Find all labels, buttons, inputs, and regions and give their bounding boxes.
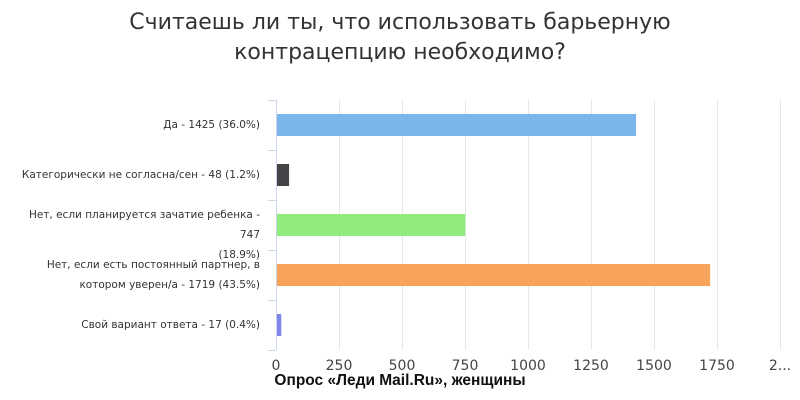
x-tick-label: 1250 bbox=[573, 358, 609, 374]
x-tick-label: 1500 bbox=[636, 358, 672, 374]
category-label: Нет, если есть постоянный партнер, в кото… bbox=[10, 255, 260, 295]
chart-title: Считаешь ли ты, что использовать барьерн… bbox=[0, 8, 800, 68]
category-label-line: (18.9%) bbox=[218, 249, 260, 261]
x-tick-label: 250 bbox=[326, 358, 353, 374]
bar-2 bbox=[277, 164, 290, 186]
category-label: Свой вариант ответа - 17 (0.4%) bbox=[10, 315, 260, 335]
category-label: Категорически не согласна/сен - 48 (1.2%… bbox=[10, 165, 260, 185]
x-tick-label: 750 bbox=[452, 358, 479, 374]
category-label-line: Свой вариант ответа - 17 (0.4%) bbox=[81, 319, 260, 331]
survey-caption: Опрос «Леди Mail.Ru», женщины bbox=[274, 372, 526, 389]
category-label-line: Нет, если планируется зачатие ребенка - … bbox=[28, 209, 260, 241]
x-tick-label: 0 bbox=[272, 358, 281, 374]
x-tick-label: 1000 bbox=[510, 358, 546, 374]
category-label-line: котором уверен/а - 1719 (43.5%) bbox=[79, 279, 260, 291]
bar-1 bbox=[277, 114, 637, 136]
x-tick-label: 2... bbox=[769, 358, 791, 374]
x-tick-label: 500 bbox=[389, 358, 416, 374]
chart-title-line-1: Считаешь ли ты, что использовать барьерн… bbox=[129, 10, 671, 35]
category-label-line: Да - 1425 (36.0%) bbox=[163, 119, 260, 131]
bar-4 bbox=[277, 264, 711, 286]
x-tick-label: 1750 bbox=[699, 358, 735, 374]
category-label: Да - 1425 (36.0%) bbox=[10, 115, 260, 135]
category-label-line: Нет, если есть постоянный партнер, в bbox=[46, 259, 260, 271]
category-label: Нет, если планируется зачатие ребенка - … bbox=[10, 205, 260, 265]
bar-3 bbox=[277, 214, 466, 236]
category-label-line: Категорически не согласна/сен - 48 (1.2%… bbox=[21, 169, 260, 181]
bar-5 bbox=[277, 314, 282, 336]
chart-title-line-2: контрацепцию необходимо? bbox=[234, 40, 566, 65]
